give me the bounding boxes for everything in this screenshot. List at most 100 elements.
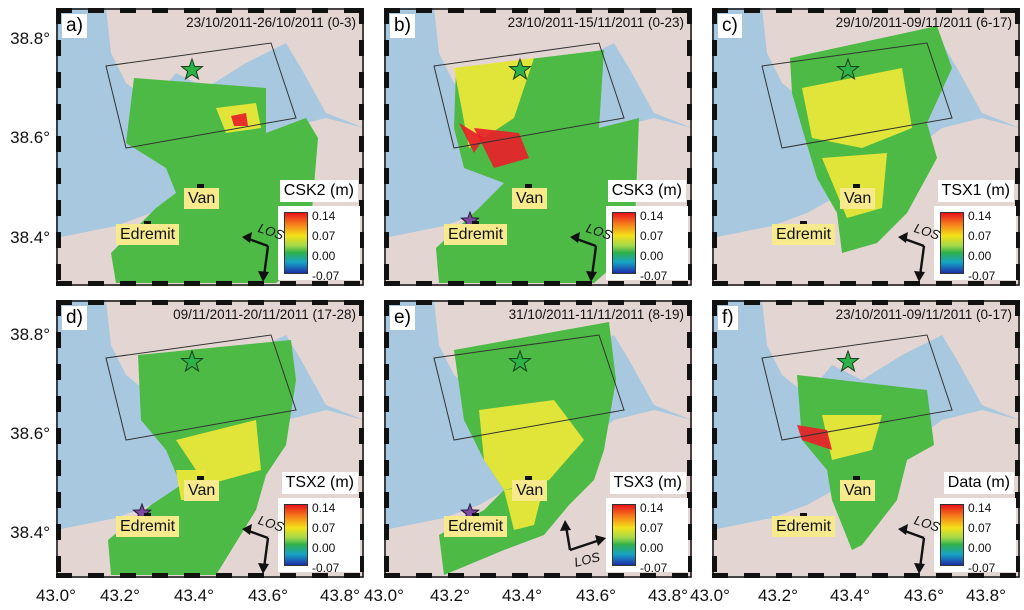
colorbar-tick: 0.07	[312, 229, 336, 243]
place-label-van: Van	[512, 188, 548, 209]
colorbar-title: TSX1 (m)	[937, 180, 1014, 202]
deformation-anomaly	[479, 400, 584, 490]
place-label-edremit: Edremit	[116, 224, 180, 245]
deformation-anomaly	[231, 113, 248, 126]
colorbar-title: CSK3 (m)	[607, 180, 686, 202]
colorbar-title: TSX2 (m)	[281, 472, 358, 494]
sar-footprint	[761, 42, 953, 149]
colorbar-tick: 0.07	[312, 521, 336, 535]
map-panel-e: e) 31/10/2011-11/11/2011 (8-19) Van Edremit…	[384, 300, 692, 578]
epicenter-star-icon	[836, 349, 860, 373]
colorbar-gradient	[284, 212, 308, 274]
colorbar-title: Data (m)	[943, 472, 1014, 494]
colorbar-tick: 0.14	[968, 501, 992, 515]
colorbar-tick: 0.00	[640, 249, 664, 263]
colorbar-tick: 0.00	[968, 249, 992, 263]
panel-date-range: 23/10/2011-26/10/2011 (0-3)	[186, 15, 356, 30]
map-panel-d: d) 09/11/2011-20/11/2011 (17-28) Van Edremi…	[56, 300, 364, 578]
colorbar-tick: 0.14	[312, 209, 336, 223]
colorbar-tick: 0.07	[968, 229, 992, 243]
los-arrow-icon	[242, 232, 270, 282]
deformation-anomaly	[176, 420, 261, 485]
los-arrow-icon	[560, 520, 606, 552]
map-panel-b: b) 23/10/2011-15/11/2011 (0-23) Van Edremit…	[384, 8, 692, 286]
place-label-van: Van	[840, 188, 876, 209]
colorbar-tick: -0.07	[640, 269, 668, 283]
colorbar-tick: -0.07	[312, 269, 340, 283]
colorbar-tick: 0.14	[968, 209, 992, 223]
colorbar-gradient	[940, 212, 964, 274]
colorbar-tick: 0.07	[640, 229, 664, 243]
lon-tick: 43.6°	[248, 586, 288, 605]
place-label-van: Van	[184, 188, 220, 209]
colorbar-title: TSX3 (m)	[609, 472, 686, 494]
colorbar-gradient	[940, 504, 964, 566]
colorbar-tick: 0.00	[312, 249, 336, 263]
epicenter-star-icon	[836, 57, 860, 81]
lon-tick: 43.8°	[320, 586, 360, 605]
lat-tick: 38.4°	[10, 523, 50, 542]
panel-letter: c)	[718, 14, 742, 38]
lat-tick: 38.8°	[10, 29, 50, 48]
lon-tick: 43.4°	[502, 586, 542, 605]
colorbar-tick: 0.00	[640, 541, 664, 555]
deformation-anomaly	[802, 68, 912, 148]
sar-footprint	[105, 42, 297, 149]
lon-tick: 43.2°	[758, 586, 798, 605]
colorbar-tick: 0.14	[640, 209, 664, 223]
panel-letter: f)	[718, 306, 738, 330]
panel-date-range: 23/10/2011-09/11/2011 (0-17)	[835, 307, 1012, 322]
place-label-edremit: Edremit	[444, 516, 508, 537]
colorbar-tick: -0.07	[968, 269, 996, 283]
epicenter-star-icon	[180, 349, 204, 373]
colorbar-tick: 0.14	[640, 501, 664, 515]
map-panel-f: f) 23/10/2011-09/11/2011 (0-17) Van Edremit…	[712, 300, 1020, 578]
panel-letter: a)	[62, 14, 87, 38]
colorbar-tick: -0.07	[312, 561, 340, 575]
colorbar-gradient	[612, 504, 636, 566]
lon-tick: 43.0°	[36, 586, 76, 605]
land-north	[762, 300, 1020, 420]
sar-footprint	[433, 42, 625, 149]
lon-tick: 43.2°	[100, 586, 140, 605]
colorbar-tick: -0.07	[640, 561, 668, 575]
lat-tick: 38.8°	[10, 325, 50, 344]
panel-date-range: 23/10/2011-15/11/2011 (0-23)	[507, 15, 684, 30]
deformation-anomaly	[474, 128, 529, 168]
lon-tick: 43.4°	[174, 586, 214, 605]
panel-letter: d)	[62, 306, 87, 330]
panel-date-range: 09/11/2011-20/11/2011 (17-28)	[173, 307, 356, 322]
lat-tick: 38.6°	[10, 128, 50, 147]
panel-date-range: 29/10/2011-09/11/2011 (6-17)	[835, 15, 1012, 30]
colorbar-tick: 0.14	[312, 501, 336, 515]
lat-tick: 38.6°	[10, 424, 50, 443]
land-north	[106, 8, 364, 128]
place-label-van: Van	[512, 480, 548, 501]
colorbar-gradient	[612, 212, 636, 274]
panel-letter: e)	[390, 306, 415, 330]
lat-tick: 38.4°	[10, 228, 50, 247]
lon-tick: 43.0°	[690, 586, 730, 605]
lon-tick: 43.2°	[430, 586, 470, 605]
place-label-van: Van	[840, 480, 876, 501]
colorbar-tick: 0.00	[312, 541, 336, 555]
colorbar-title: CSK2 (m)	[279, 180, 358, 202]
place-label-van: Van	[184, 480, 220, 501]
lon-tick: 43.6°	[904, 586, 944, 605]
los-arrow-icon	[898, 524, 926, 574]
lon-tick: 43.0°	[364, 586, 404, 605]
sar-footprint	[433, 334, 625, 441]
colorbar-tick: 0.07	[640, 521, 664, 535]
colorbar-gradient	[284, 504, 308, 566]
map-panel-c: c) 29/10/2011-09/11/2011 (6-17) Van Edremit…	[712, 8, 1020, 286]
place-label-edremit: Edremit	[116, 516, 180, 537]
los-arrow-icon	[570, 232, 598, 282]
place-label-edremit: Edremit	[772, 516, 836, 537]
deformation-anomaly	[459, 123, 484, 153]
lon-tick: 43.6°	[576, 586, 616, 605]
map-panel-a: a) 23/10/2011-26/10/2011 (0-3) Van Edremit C…	[56, 8, 364, 286]
sar-footprint	[105, 334, 297, 441]
deformation-anomaly	[454, 58, 534, 148]
deformation-anomaly	[822, 415, 882, 460]
epicenter-star-icon	[180, 57, 204, 81]
